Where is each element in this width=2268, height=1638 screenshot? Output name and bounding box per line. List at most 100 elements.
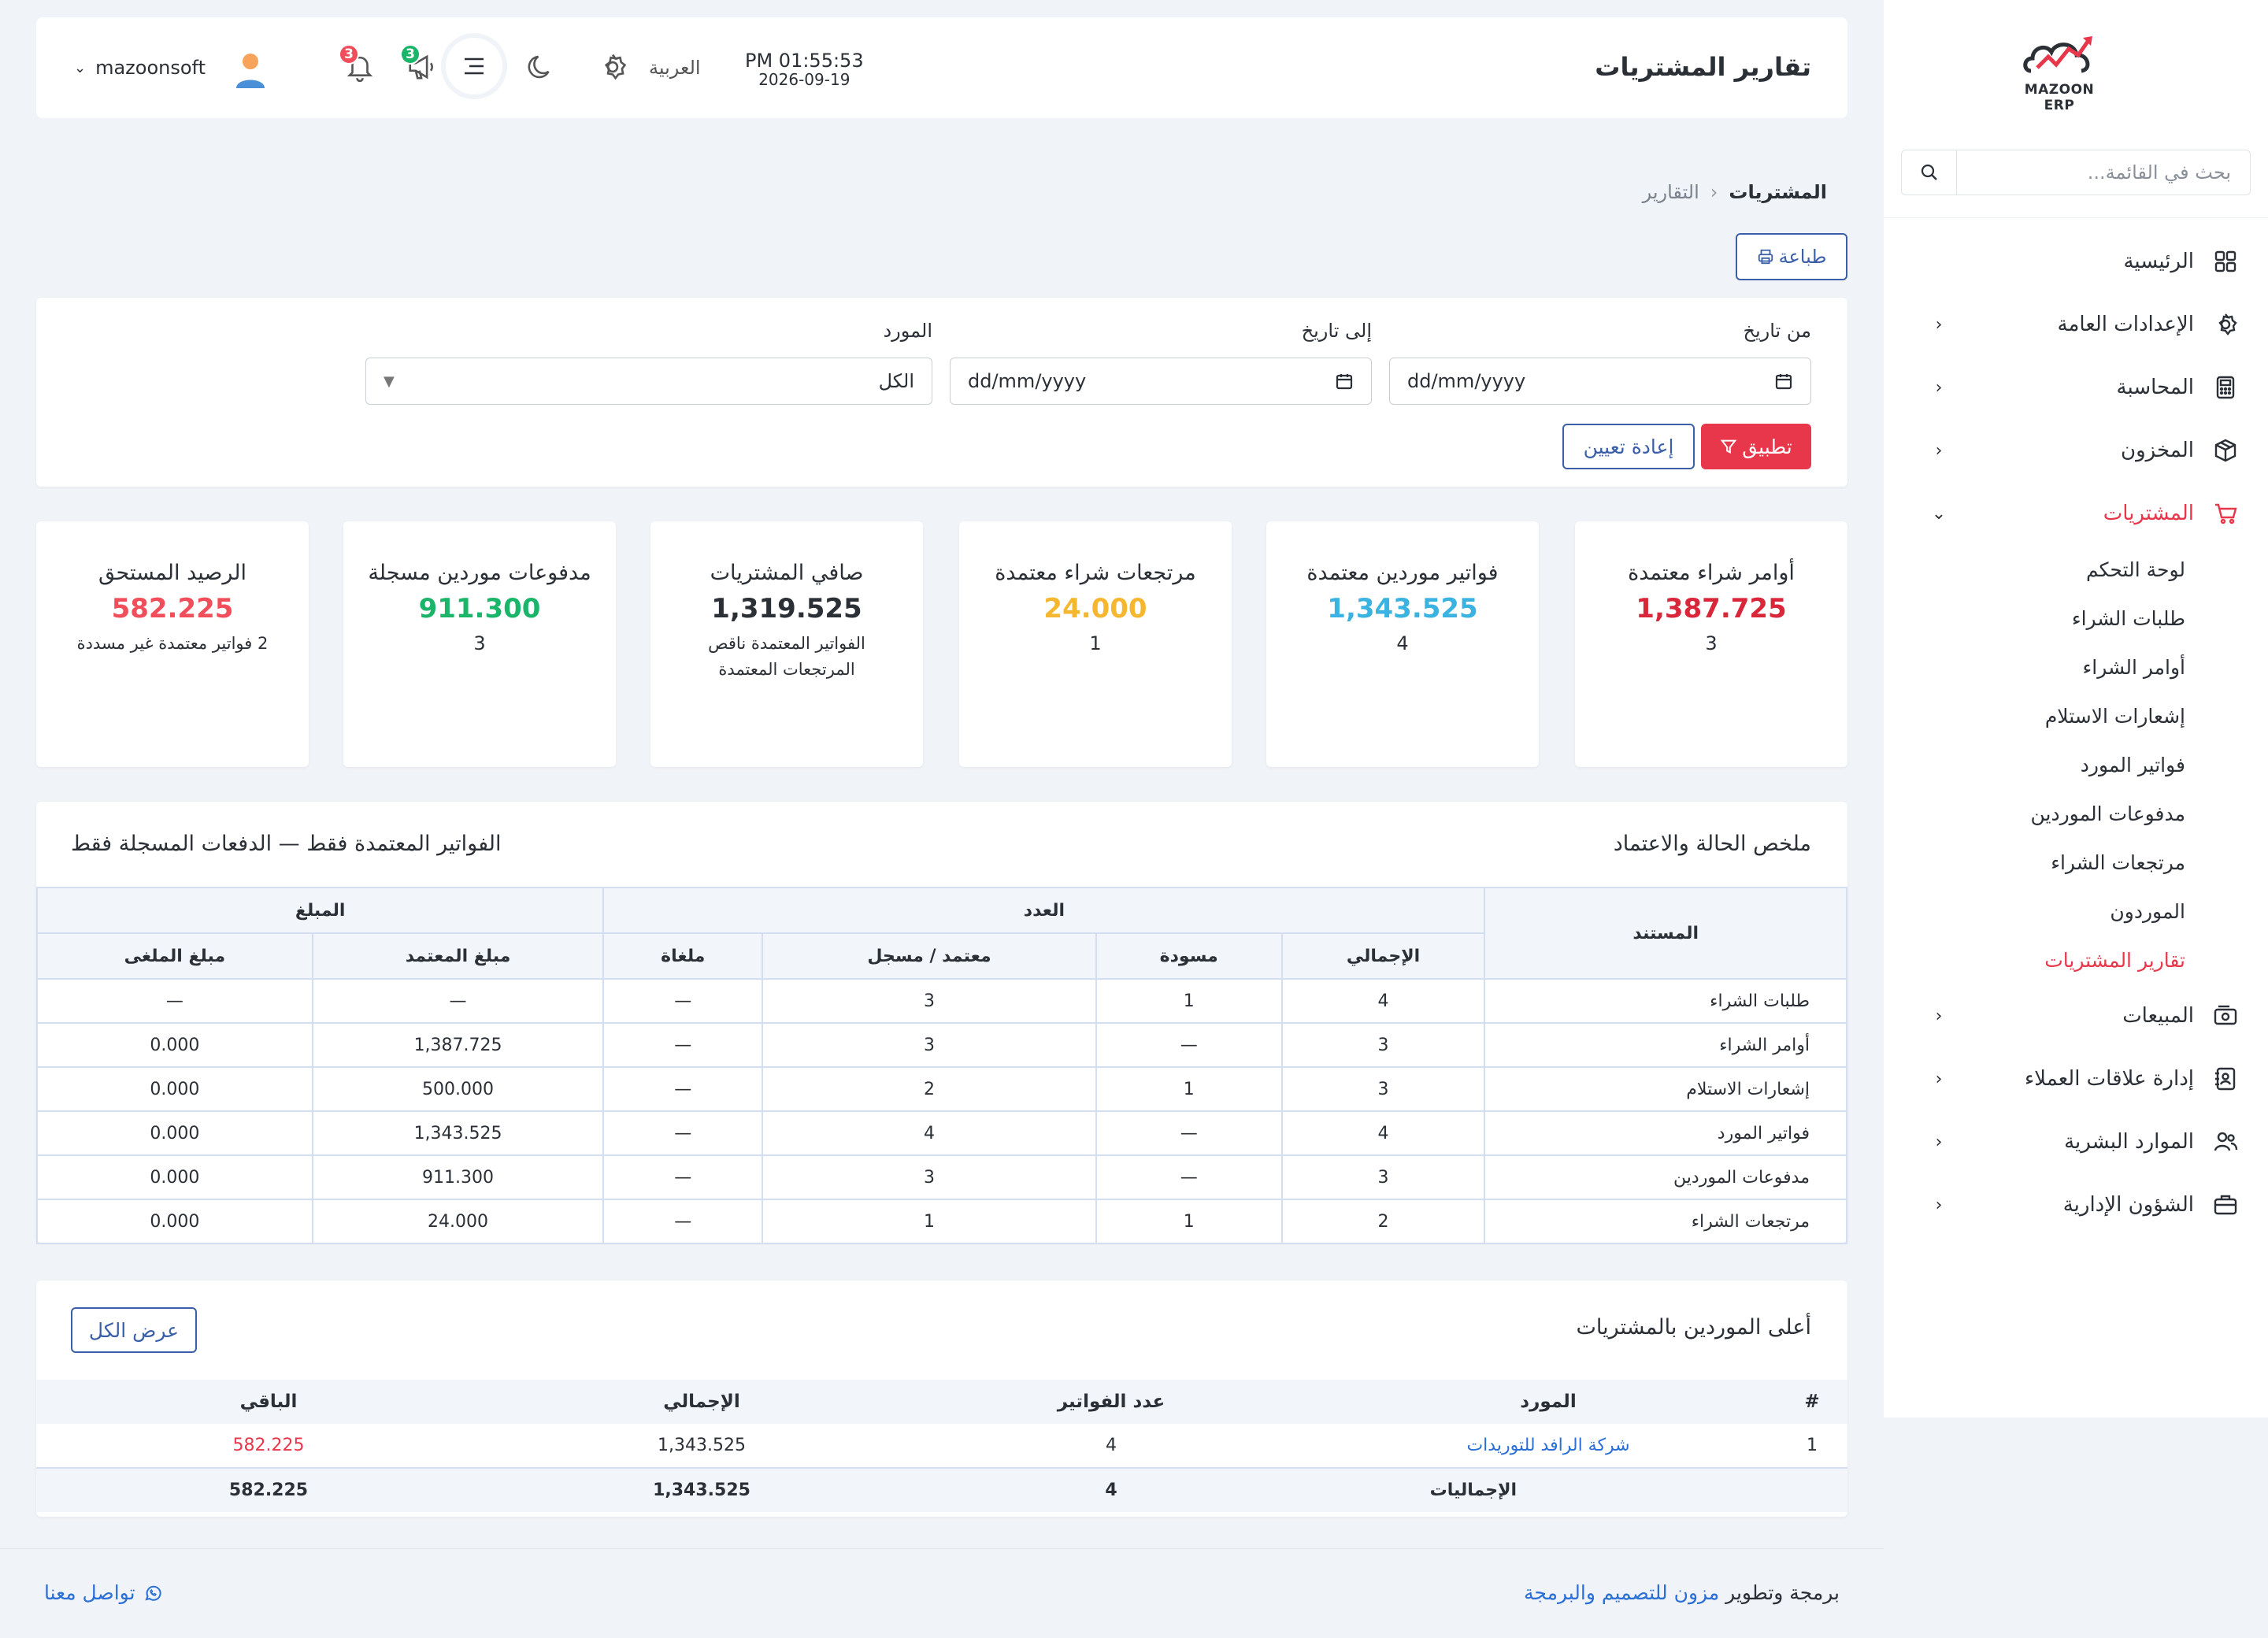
kpi-value: 24.000 [1043, 593, 1147, 625]
submenu-item-supplier-invoices[interactable]: فواتير المورد [2080, 753, 2185, 776]
sidebar-item-purchases[interactable]: المشتريات ⌄ [1884, 482, 2268, 545]
totals-remaining: 582.225 [36, 1468, 501, 1512]
app-logo[interactable]: MAZOON ERP [2008, 32, 2110, 113]
cell-approved-amount: — [311, 978, 605, 1024]
cell-cancelled-amount: 0.000 [36, 1022, 313, 1068]
sidebar-item-hr[interactable]: الموارد البشرية ‹ [1884, 1110, 2268, 1173]
apply-button[interactable]: تطبيق [1701, 424, 1811, 469]
summary-title: ملخص الحالة والاعتماد [1613, 832, 1811, 856]
from-date-input[interactable]: dd/mm/yyyy [1389, 358, 1811, 405]
kpi-value: 1,387.725 [1636, 593, 1787, 625]
submenu-item-supplier-payments[interactable]: مدفوعات الموردين [2030, 802, 2185, 825]
cell-draft: — [1095, 1110, 1283, 1156]
submenu-item-receipt-notes[interactable]: إشعارات الاستلام [2044, 704, 2185, 728]
sidebar-toggle-button[interactable] [441, 33, 507, 99]
cell-cancelled: — [602, 1199, 764, 1244]
announcements-megaphone-icon[interactable]: 3 [400, 44, 439, 85]
whatsapp-icon [144, 1585, 161, 1601]
submenu-item-purchase-returns[interactable]: مرتجعات الشراء [2051, 850, 2185, 874]
footer-credits: برمجة وتطوير مزون للتصميم والبرمجة [1524, 1581, 1840, 1604]
user-menu[interactable]: ⌄ mazoonsoft [74, 57, 206, 79]
language-switch[interactable]: العربية [649, 57, 701, 79]
sidebar-search-input[interactable] [1957, 150, 2250, 195]
cell-approved: 4 [762, 1110, 1097, 1156]
gear-icon [2211, 310, 2240, 339]
settings-gear-icon[interactable] [595, 49, 631, 85]
cell-total: 4 [1280, 1110, 1486, 1156]
search-icon[interactable] [1902, 150, 1957, 195]
chevron-down-icon: ⌄ [1931, 503, 1947, 524]
cell-total: 3 [1280, 1154, 1486, 1200]
sidebar-item-label: الموارد البشرية [2064, 1130, 2194, 1154]
sidebar-item-accounting[interactable]: المحاسبة ‹ [1884, 356, 2268, 419]
top-suppliers-card: أعلى الموردين بالمشتريات عرض الكل # المو… [36, 1280, 1847, 1517]
submenu-item-dashboard[interactable]: لوحة التحكم [2085, 558, 2185, 581]
chevron-left-icon: ‹ [1935, 1132, 1943, 1152]
cell-approved-amount: 911.300 [311, 1154, 605, 1200]
table-row: مرتجعات الشراء 2 1 1 — 24.000 0.000 [36, 1199, 1847, 1244]
supplier-link[interactable]: شركة الرافد للتوريدات [1320, 1424, 1777, 1469]
submenu-item-suppliers[interactable]: الموردون [2110, 899, 2185, 923]
avatar[interactable] [233, 50, 268, 93]
kpi-outstanding-balance: الرصيد المستحق 582.225 2 فواتير معتمدة غ… [36, 521, 309, 767]
top-suppliers-title: أعلى الموردين بالمشتريات [1576, 1315, 1811, 1340]
cell-draft: 1 [1095, 1066, 1283, 1112]
logo-mark-icon [2023, 36, 2092, 73]
sidebar-item-home[interactable]: الرئيسية [1884, 230, 2268, 293]
cell-draft: — [1095, 1154, 1283, 1200]
reset-button[interactable]: إعادة تعيين [1562, 424, 1695, 469]
sidebar-divider [1884, 217, 2268, 218]
breadcrumb: المشتريات ‹ التقارير [1643, 181, 1827, 203]
summary-table: المستند العدد المبلغ الإجمالي مسودة معتم… [35, 887, 1847, 1244]
kpi-approved-supplier-invoices: فواتير موردين معتمدة 1,343.525 4 [1266, 521, 1539, 767]
announcements-badge: 3 [400, 44, 421, 65]
supplier-select[interactable]: الكل ▼ [365, 358, 932, 405]
sidebar-item-sales[interactable]: المبيعات ‹ [1884, 984, 2268, 1047]
notifications-bell-icon[interactable]: 3 [339, 44, 378, 85]
dark-mode-moon-icon[interactable] [523, 49, 559, 85]
cell-document: طلبات الشراء [1484, 978, 1847, 1024]
cell-approved-amount: 24.000 [311, 1199, 605, 1244]
sidebar-item-admin-affairs[interactable]: الشؤون الإدارية ‹ [1884, 1173, 2268, 1236]
submenu-item-purchase-reports[interactable]: تقارير المشتريات [2044, 948, 2185, 972]
kpi-count: 3 [473, 632, 486, 655]
col-cancelled-amount: مبلغ الملغى [36, 932, 313, 980]
col-approved: معتمد / مسجل [762, 932, 1097, 980]
col-total: الإجمالي [501, 1380, 902, 1424]
sidebar-item-general-settings[interactable]: الإعدادات العامة ‹ [1884, 293, 2268, 356]
cell-cancelled-amount: 0.000 [36, 1066, 313, 1112]
cell-cancelled: — [602, 1022, 764, 1068]
cell-approved: 3 [762, 978, 1097, 1024]
page-title: تقارير المشتريات [1595, 52, 1811, 82]
breadcrumb-separator-icon: ‹ [1710, 181, 1718, 203]
kpi-net-purchases: صافي المشتريات 1,319.525 الفواتير المعتم… [650, 521, 923, 767]
calendar-icon [1775, 374, 1792, 390]
sidebar-item-inventory[interactable]: المخزون ‹ [1884, 419, 2268, 482]
cell-approved: 3 [762, 1154, 1097, 1200]
view-all-button[interactable]: عرض الكل [71, 1307, 197, 1353]
col-draft: مسودة [1095, 932, 1283, 980]
address-book-icon [2211, 1065, 2240, 1093]
logo-text: MAZOON ERP [2024, 82, 2095, 113]
to-date-input[interactable]: dd/mm/yyyy [950, 358, 1372, 405]
print-button[interactable]: طباعة [1736, 233, 1847, 280]
sidebar-item-label: المحاسبة [2116, 376, 2194, 399]
sidebar-search [1901, 150, 2251, 195]
submenu-item-purchase-requests[interactable]: طلبات الشراء [2071, 606, 2185, 630]
cell-remaining: 582.225 [36, 1424, 501, 1469]
cell-approved: 2 [762, 1066, 1097, 1112]
contact-us-link[interactable]: تواصل معنا [44, 1581, 162, 1604]
kpi-title: مدفوعات موردين مسجلة [368, 561, 591, 585]
footer-company-link[interactable]: مزون للتصميم والبرمجة [1524, 1581, 1720, 1604]
cell-draft: 1 [1095, 978, 1283, 1024]
cell-approved: 3 [762, 1022, 1097, 1068]
calculator-icon [2211, 373, 2240, 402]
sidebar-item-label: الإعدادات العامة [2057, 313, 2194, 336]
sidebar-item-crm[interactable]: إدارة علاقات العملاء ‹ [1884, 1047, 2268, 1110]
breadcrumb-parent[interactable]: التقارير [1642, 181, 1699, 203]
chevron-left-icon: ‹ [1935, 377, 1943, 398]
breadcrumb-current: المشتريات [1729, 181, 1827, 203]
submenu-item-purchase-orders[interactable]: أوامر الشراء [2082, 655, 2185, 679]
summary-note: الفواتير المعتمدة فقط — الدفعات المسجلة … [71, 832, 502, 856]
contact-label: تواصل معنا [44, 1581, 135, 1604]
